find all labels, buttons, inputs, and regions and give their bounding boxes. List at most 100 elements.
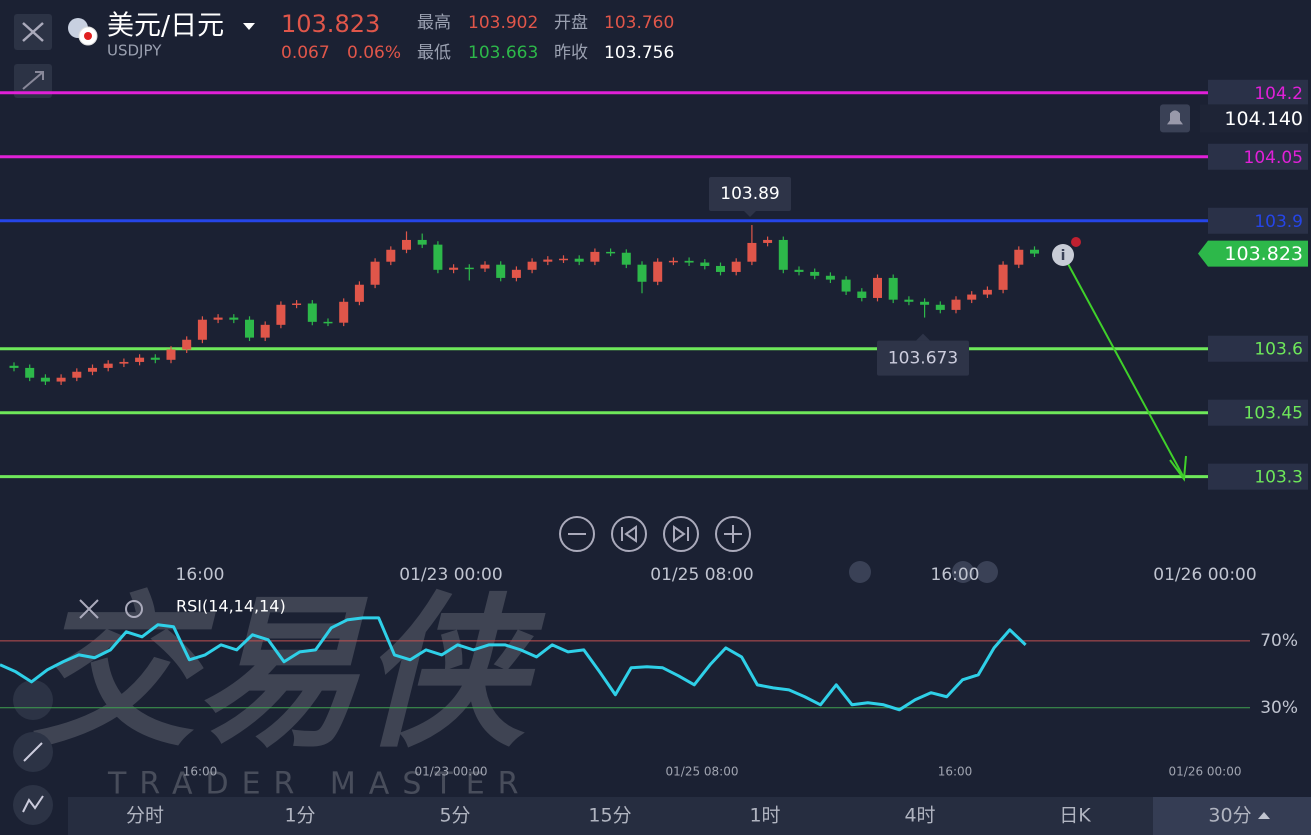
- tab[interactable]: 15分: [588, 805, 631, 827]
- candle-body: [72, 371, 82, 378]
- price-line-tag: [1208, 79, 1308, 106]
- high-marker-box: [709, 177, 791, 212]
- candle-body: [307, 303, 317, 322]
- candle-body: [449, 267, 459, 270]
- price-line-label: 103.9: [1254, 212, 1303, 232]
- candle-body: [590, 251, 600, 262]
- candle-body: [213, 317, 223, 320]
- candle-body: [197, 319, 207, 340]
- candle-body: [245, 319, 254, 338]
- candle-body: [747, 242, 757, 262]
- playback-controls: [559, 516, 751, 552]
- candle-body: [354, 284, 364, 302]
- tab[interactable]: 分时: [126, 805, 164, 827]
- scroll-dot[interactable]: [976, 561, 998, 583]
- active-tab-bg: [1153, 797, 1311, 835]
- x-tick-label: 16:00: [938, 765, 973, 779]
- price-line-tag: [1208, 399, 1308, 426]
- tool-icons: [22, 742, 44, 813]
- zoom-out[interactable]: [559, 516, 595, 552]
- candle-body: [731, 261, 741, 272]
- candle-body: [9, 365, 19, 368]
- rsi-settings[interactable]: [125, 600, 143, 618]
- candle-body: [433, 244, 443, 270]
- dropdown[interactable]: [243, 23, 255, 30]
- zoom-in[interactable]: [715, 516, 751, 552]
- scroll-dot[interactable]: [952, 561, 974, 583]
- x-tick-label: 01/26 00:00: [1169, 765, 1242, 779]
- rsi-close[interactable]: [79, 599, 99, 619]
- tab-bar: [68, 797, 1311, 835]
- candle-body: [150, 357, 160, 360]
- candle-body: [511, 269, 521, 278]
- candle-body: [574, 258, 584, 262]
- tab[interactable]: 1分: [284, 805, 315, 827]
- watermark-subtitle: TRADER MASTER: [107, 767, 532, 802]
- tool-button[interactable]: [13, 680, 53, 720]
- prev[interactable]: [611, 516, 647, 552]
- tab[interactable]: 日K: [1059, 805, 1091, 827]
- watermark: 交易侠 TRADER MASTER: [30, 577, 546, 801]
- x-tick-label: 16:00: [931, 565, 980, 585]
- candle-body: [967, 294, 977, 300]
- candle-body: [841, 279, 851, 292]
- x-tick-label: 01/25 08:00: [666, 765, 739, 779]
- x-tick-label: 01/26 00:00: [1153, 565, 1256, 585]
- rsi-title: RSI(14,14,14): [176, 597, 286, 616]
- candle-body: [794, 269, 804, 272]
- candle-body: [182, 339, 192, 350]
- price-line-tag: [1208, 207, 1308, 234]
- left-tools: [13, 680, 53, 825]
- candle-body: [1014, 249, 1024, 265]
- scroll-dot[interactable]: [849, 561, 871, 583]
- candle-body: [1030, 249, 1039, 254]
- candle-body: [229, 317, 239, 320]
- candle-body: [716, 265, 725, 272]
- stat-value: 103.756: [604, 43, 674, 63]
- x-tick-label: 01/25 08:00: [650, 565, 753, 585]
- candle-body: [386, 249, 396, 262]
- candle-body: [668, 260, 678, 263]
- low-marker-pointer: [916, 333, 930, 341]
- stat-value: 103.902: [468, 13, 538, 33]
- candle-body: [935, 304, 945, 310]
- price-line-tag: [1208, 143, 1308, 170]
- candle-body: [276, 304, 286, 325]
- candle-body: [166, 349, 176, 360]
- info-icon: i: [1061, 248, 1066, 264]
- stat-label: 最高: [417, 13, 451, 33]
- price: 103.823: [281, 10, 380, 38]
- tab[interactable]: 1时: [749, 805, 780, 827]
- candle-body: [998, 264, 1008, 290]
- candle-body: [559, 258, 568, 261]
- current-price: 103.823: [1224, 243, 1303, 265]
- arrow-head: [1169, 455, 1187, 482]
- candle-body: [951, 299, 961, 310]
- candle-body: [763, 239, 773, 243]
- tab[interactable]: 4时: [904, 805, 935, 827]
- candle-body: [621, 252, 631, 265]
- candle-body: [103, 363, 113, 368]
- candle-body: [810, 271, 820, 276]
- x-tick-label: 16:00: [183, 765, 218, 779]
- price-line-label: 103.3: [1254, 468, 1303, 488]
- tab[interactable]: 5分: [439, 805, 470, 827]
- x-tick-label: 01/23 00:00: [415, 765, 488, 779]
- close-icon: [22, 22, 44, 42]
- candle-body: [260, 324, 270, 338]
- candle-body: [904, 299, 914, 302]
- high-marker: 103.89: [720, 184, 779, 204]
- candle-body: [888, 277, 898, 300]
- info-badge: [1071, 237, 1081, 247]
- info-dot[interactable]: [1052, 244, 1074, 266]
- candle-body: [88, 367, 97, 372]
- y-tick-label: 30%: [1260, 698, 1298, 718]
- next[interactable]: [663, 516, 699, 552]
- price-line-label: 103.45: [1244, 404, 1303, 424]
- stat-label: 最低: [417, 43, 451, 63]
- change: 0.067: [281, 43, 330, 63]
- candle-body: [464, 267, 474, 270]
- tab[interactable]: 30分: [1208, 805, 1251, 827]
- candle-body: [778, 239, 788, 270]
